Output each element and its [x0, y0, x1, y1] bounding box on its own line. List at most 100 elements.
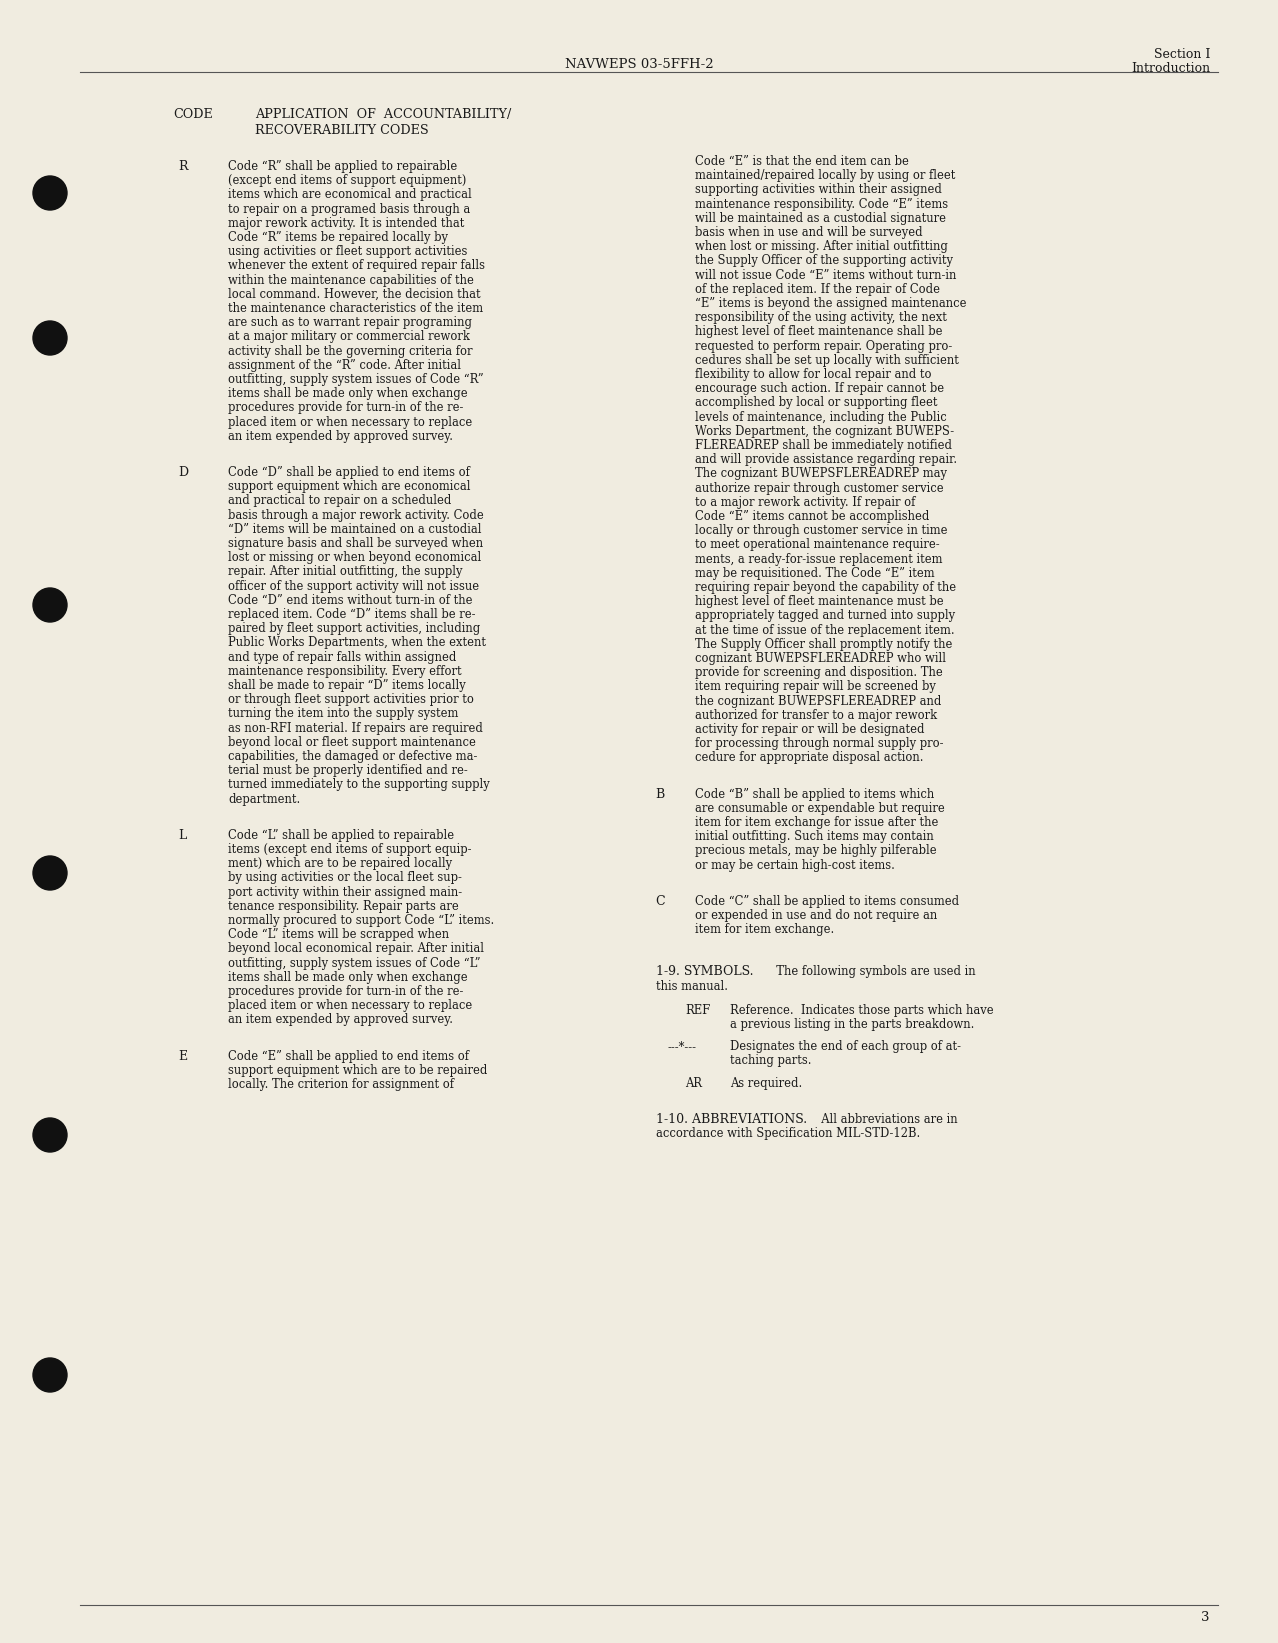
Text: are consumable or expendable but require: are consumable or expendable but require: [695, 802, 944, 815]
Text: to a major rework activity. If repair of: to a major rework activity. If repair of: [695, 496, 915, 509]
Circle shape: [33, 176, 66, 210]
Text: Designates the end of each group of at-: Designates the end of each group of at-: [730, 1040, 961, 1053]
Text: outfitting, supply system issues of Code “R”: outfitting, supply system issues of Code…: [227, 373, 483, 386]
Text: procedures provide for turn-in of the re-: procedures provide for turn-in of the re…: [227, 401, 464, 414]
Text: All abbreviations are in: All abbreviations are in: [814, 1112, 957, 1125]
Text: R: R: [178, 159, 188, 173]
Text: lost or missing or when beyond economical: lost or missing or when beyond economica…: [227, 550, 482, 564]
Text: an item expended by approved survey.: an item expended by approved survey.: [227, 1014, 452, 1027]
Text: (except end items of support equipment): (except end items of support equipment): [227, 174, 466, 187]
Text: activity for repair or will be designated: activity for repair or will be designate…: [695, 723, 924, 736]
Text: “D” items will be maintained on a custodial: “D” items will be maintained on a custod…: [227, 522, 482, 536]
Text: the Supply Officer of the supporting activity: the Supply Officer of the supporting act…: [695, 255, 953, 268]
Text: “E” items is beyond the assigned maintenance: “E” items is beyond the assigned mainten…: [695, 297, 966, 311]
Text: CODE: CODE: [173, 108, 212, 122]
Text: are such as to warrant repair programing: are such as to warrant repair programing: [227, 315, 472, 329]
Text: D: D: [178, 467, 188, 480]
Text: will not issue Code “E” items without turn-in: will not issue Code “E” items without tu…: [695, 268, 956, 281]
Text: basis through a major rework activity. Code: basis through a major rework activity. C…: [227, 509, 484, 521]
Text: cedures shall be set up locally with sufficient: cedures shall be set up locally with suf…: [695, 353, 958, 366]
Text: requested to perform repair. Operating pro-: requested to perform repair. Operating p…: [695, 340, 952, 353]
Text: support equipment which are to be repaired: support equipment which are to be repair…: [227, 1063, 487, 1076]
Text: 3: 3: [1201, 1612, 1210, 1623]
Text: officer of the support activity will not issue: officer of the support activity will not…: [227, 580, 479, 593]
Text: the cognizant BUWEPSFLEREADREP and: the cognizant BUWEPSFLEREADREP and: [695, 695, 942, 708]
Text: Code “D” shall be applied to end items of: Code “D” shall be applied to end items o…: [227, 467, 470, 480]
Text: may be requisitioned. The Code “E” item: may be requisitioned. The Code “E” item: [695, 567, 934, 580]
Text: Public Works Departments, when the extent: Public Works Departments, when the exten…: [227, 636, 486, 649]
Text: of the replaced item. If the repair of Code: of the replaced item. If the repair of C…: [695, 283, 941, 296]
Text: cognizant BUWEPSFLEREADREP who will: cognizant BUWEPSFLEREADREP who will: [695, 652, 946, 665]
Text: activity shall be the governing criteria for: activity shall be the governing criteria…: [227, 345, 473, 358]
Text: port activity within their assigned main-: port activity within their assigned main…: [227, 886, 463, 899]
Text: FLEREADREP shall be immediately notified: FLEREADREP shall be immediately notified: [695, 439, 952, 452]
Text: responsibility of the using activity, the next: responsibility of the using activity, th…: [695, 311, 947, 324]
Text: encourage such action. If repair cannot be: encourage such action. If repair cannot …: [695, 383, 944, 396]
Text: Section I: Section I: [1154, 48, 1210, 61]
Text: cedure for appropriate disposal action.: cedure for appropriate disposal action.: [695, 751, 924, 764]
Text: Code “L” shall be applied to repairable: Code “L” shall be applied to repairable: [227, 828, 454, 841]
Text: or through fleet support activities prior to: or through fleet support activities prio…: [227, 693, 474, 706]
Text: highest level of fleet maintenance must be: highest level of fleet maintenance must …: [695, 595, 943, 608]
Text: within the maintenance capabilities of the: within the maintenance capabilities of t…: [227, 274, 474, 286]
Text: department.: department.: [227, 792, 300, 805]
Text: taching parts.: taching parts.: [730, 1055, 812, 1068]
Text: replaced item. Code “D” items shall be re-: replaced item. Code “D” items shall be r…: [227, 608, 475, 621]
Text: at a major military or commercial rework: at a major military or commercial rework: [227, 330, 470, 343]
Circle shape: [33, 588, 66, 623]
Text: paired by fleet support activities, including: paired by fleet support activities, incl…: [227, 623, 481, 636]
Text: initial outfitting. Such items may contain: initial outfitting. Such items may conta…: [695, 830, 934, 843]
Circle shape: [33, 856, 66, 891]
Text: Works Department, the cognizant BUWEPS-: Works Department, the cognizant BUWEPS-: [695, 426, 955, 437]
Text: assignment of the “R” code. After initial: assignment of the “R” code. After initia…: [227, 358, 461, 371]
Text: The cognizant BUWEPSFLEREADREP may: The cognizant BUWEPSFLEREADREP may: [695, 467, 947, 480]
Text: Code “E” shall be applied to end items of: Code “E” shall be applied to end items o…: [227, 1050, 469, 1063]
Text: turning the item into the supply system: turning the item into the supply system: [227, 708, 459, 720]
Text: or may be certain high-cost items.: or may be certain high-cost items.: [695, 859, 895, 871]
Text: supporting activities within their assigned: supporting activities within their assig…: [695, 184, 942, 197]
Text: for processing through normal supply pro-: for processing through normal supply pro…: [695, 738, 943, 751]
Text: and will provide assistance regarding repair.: and will provide assistance regarding re…: [695, 453, 957, 467]
Text: or expended in use and do not require an: or expended in use and do not require an: [695, 909, 937, 922]
Text: signature basis and shall be surveyed when: signature basis and shall be surveyed wh…: [227, 537, 483, 550]
Text: REF: REF: [685, 1004, 711, 1017]
Text: and practical to repair on a scheduled: and practical to repair on a scheduled: [227, 495, 451, 508]
Text: support equipment which are economical: support equipment which are economical: [227, 480, 470, 493]
Text: local command. However, the decision that: local command. However, the decision tha…: [227, 288, 481, 301]
Text: maintenance responsibility. Code “E” items: maintenance responsibility. Code “E” ite…: [695, 197, 948, 210]
Text: beyond local or fleet support maintenance: beyond local or fleet support maintenanc…: [227, 736, 475, 749]
Text: maintenance responsibility. Every effort: maintenance responsibility. Every effort: [227, 665, 461, 679]
Text: Code “D” end items without turn-in of the: Code “D” end items without turn-in of th…: [227, 593, 473, 606]
Text: levels of maintenance, including the Public: levels of maintenance, including the Pub…: [695, 411, 947, 424]
Text: Code “E” items cannot be accomplished: Code “E” items cannot be accomplished: [695, 509, 929, 522]
Text: items which are economical and practical: items which are economical and practical: [227, 189, 472, 202]
Text: capabilities, the damaged or defective ma-: capabilities, the damaged or defective m…: [227, 749, 478, 762]
Text: this manual.: this manual.: [656, 979, 728, 992]
Text: a previous listing in the parts breakdown.: a previous listing in the parts breakdow…: [730, 1019, 974, 1032]
Text: Code “L” items will be scrapped when: Code “L” items will be scrapped when: [227, 928, 449, 941]
Text: L: L: [178, 828, 187, 841]
Text: requiring repair beyond the capability of the: requiring repair beyond the capability o…: [695, 582, 956, 595]
Text: flexibility to allow for local repair and to: flexibility to allow for local repair an…: [695, 368, 932, 381]
Text: terial must be properly identified and re-: terial must be properly identified and r…: [227, 764, 468, 777]
Text: items shall be made only when exchange: items shall be made only when exchange: [227, 388, 468, 401]
Text: 1-10. ABBREVIATIONS.: 1-10. ABBREVIATIONS.: [656, 1112, 808, 1125]
Circle shape: [33, 320, 66, 355]
Text: C: C: [656, 895, 665, 909]
Text: locally or through customer service in time: locally or through customer service in t…: [695, 524, 947, 537]
Text: locally. The criterion for assignment of: locally. The criterion for assignment of: [227, 1078, 454, 1091]
Text: appropriately tagged and turned into supply: appropriately tagged and turned into sup…: [695, 610, 955, 623]
Text: items shall be made only when exchange: items shall be made only when exchange: [227, 971, 468, 984]
Text: will be maintained as a custodial signature: will be maintained as a custodial signat…: [695, 212, 946, 225]
Text: 1-9. SYMBOLS.: 1-9. SYMBOLS.: [656, 966, 754, 978]
Text: The following symbols are used in: The following symbols are used in: [769, 966, 975, 978]
Text: tenance responsibility. Repair parts are: tenance responsibility. Repair parts are: [227, 900, 459, 914]
Text: NAVWEPS 03-5FFH-2: NAVWEPS 03-5FFH-2: [565, 58, 713, 71]
Text: accomplished by local or supporting fleet: accomplished by local or supporting flee…: [695, 396, 938, 409]
Text: Code “C” shall be applied to items consumed: Code “C” shall be applied to items consu…: [695, 895, 958, 909]
Text: ment) which are to be repaired locally: ment) which are to be repaired locally: [227, 858, 452, 871]
Text: the maintenance characteristics of the item: the maintenance characteristics of the i…: [227, 302, 483, 315]
Text: Introduction: Introduction: [1131, 62, 1210, 76]
Text: normally procured to support Code “L” items.: normally procured to support Code “L” it…: [227, 914, 495, 927]
Circle shape: [33, 1359, 66, 1392]
